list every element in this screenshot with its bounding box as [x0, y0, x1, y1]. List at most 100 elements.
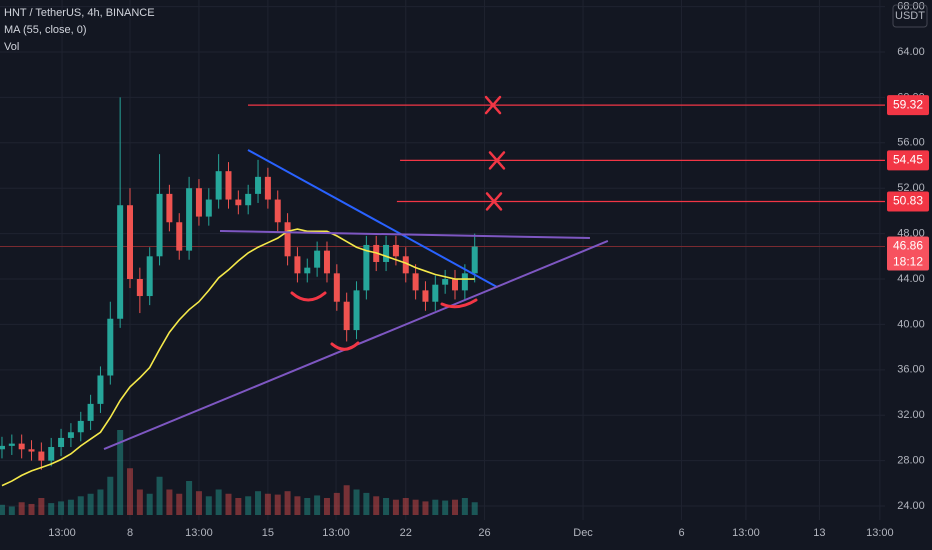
x-tick-label: 15: [262, 527, 274, 539]
candle-body: [255, 176, 262, 194]
volume-bar: [166, 489, 173, 515]
x-tick-label: 13:00: [48, 527, 76, 539]
candle-body: [363, 244, 370, 291]
volume-bar: [255, 491, 262, 515]
ma-legend: MA (55, close, 0): [4, 24, 87, 36]
symbol-title: HNT / TetherUS, 4h, BINANCE: [4, 7, 155, 19]
candle-body: [97, 375, 104, 404]
candle-body: [146, 256, 153, 297]
volume-bar: [294, 496, 301, 515]
volume-bar: [245, 496, 252, 515]
candle-body: [186, 188, 193, 251]
level-label: 50.83: [893, 194, 923, 208]
candle-body: [422, 290, 429, 302]
volume-bar: [304, 498, 311, 515]
y-tick-label: 44.00: [897, 273, 925, 285]
x-tick-label: 13:00: [732, 527, 760, 539]
volume-bar: [205, 496, 212, 515]
candle-body: [284, 222, 291, 257]
grid: [0, 0, 885, 520]
level-label: 59.32: [893, 97, 923, 111]
candle-body: [205, 199, 212, 217]
candle-body: [452, 279, 459, 291]
x-tick-label: 13:00: [185, 527, 213, 539]
candle-body: [28, 449, 35, 452]
candle-body: [0, 445, 5, 450]
candle-body: [264, 176, 271, 200]
volume-bar: [0, 504, 5, 515]
candle-body: [383, 244, 390, 262]
level-badge: [887, 191, 929, 212]
y-tick-label: 48.00: [897, 228, 925, 240]
volume-bar: [176, 493, 183, 515]
candle-body: [58, 437, 65, 448]
candle-body: [471, 246, 478, 274]
volume-bar: [186, 481, 193, 515]
level-badge: [887, 150, 929, 171]
volume-bar: [452, 499, 459, 515]
candle-body: [225, 171, 232, 200]
volume-bar: [373, 496, 380, 515]
volume-bar: [97, 489, 104, 515]
volume-bar: [38, 498, 45, 515]
volume-bar: [136, 489, 143, 515]
x-tick-label: 13: [813, 527, 825, 539]
candle-body: [235, 199, 242, 206]
volume-bar: [48, 503, 55, 515]
candle-body: [48, 447, 55, 461]
price-badge: [887, 236, 929, 271]
candle-body: [245, 193, 252, 206]
candle-body: [294, 256, 301, 274]
candle-body: [442, 279, 449, 285]
volume-bar: [442, 500, 449, 515]
volume-bar: [333, 492, 340, 515]
candle-body: [461, 273, 468, 291]
candle-body: [156, 193, 163, 257]
volume-bar: [215, 489, 222, 515]
volume-bar: [412, 499, 419, 515]
x-tick-label: 26: [478, 527, 490, 539]
volume-bar: [432, 499, 439, 515]
candle-body: [353, 290, 360, 331]
unit-box[interactable]: [892, 4, 928, 28]
y-tick-label: 32.00: [897, 409, 925, 421]
volume-bar: [392, 499, 399, 515]
volume-bar: [343, 485, 350, 515]
volume-bar: [127, 468, 134, 515]
candle-body: [18, 443, 25, 450]
y-tick-label: 24.00: [897, 500, 925, 512]
unit-label[interactable]: USDT: [895, 10, 925, 22]
volume-bar: [18, 502, 25, 515]
candle-body: [136, 279, 143, 297]
y-tick-label: 52.00: [897, 182, 925, 194]
y-tick-label: 56.00: [897, 137, 925, 149]
x-tick-label: 13:00: [322, 527, 350, 539]
y-tick-label: 36.00: [897, 364, 925, 376]
volume-bar: [402, 498, 409, 515]
volume-bar: [58, 501, 65, 515]
price-axis: 24.00 28.00 32.00 36.00 40.00 44.00 48.00 52.00…: [48, 0, 929, 539]
candle-body: [38, 451, 45, 461]
annotation-arc: [330, 341, 360, 351]
volume-bar: [87, 493, 94, 515]
volume-bar: [8, 506, 15, 515]
level-label: 54.45: [893, 153, 923, 167]
volume-bar: [461, 498, 468, 515]
candle-body: [333, 273, 340, 302]
y-tick-label: 40.00: [897, 318, 925, 330]
volume-bar: [77, 496, 84, 515]
candle-body: [392, 244, 399, 257]
candle-body: [195, 188, 202, 217]
x-tick-label: 6: [678, 527, 684, 539]
ma-line: [1, 228, 475, 487]
volume-bar: [471, 502, 478, 515]
volume-bar: [146, 493, 153, 515]
volume-bar: [28, 503, 35, 515]
trendline: [219, 229, 590, 240]
volume-bar: [117, 430, 124, 515]
candle-body: [166, 193, 173, 223]
volume-legend: Vol: [4, 41, 19, 53]
volume-pane: [0, 430, 478, 515]
candle-body: [67, 432, 74, 438]
